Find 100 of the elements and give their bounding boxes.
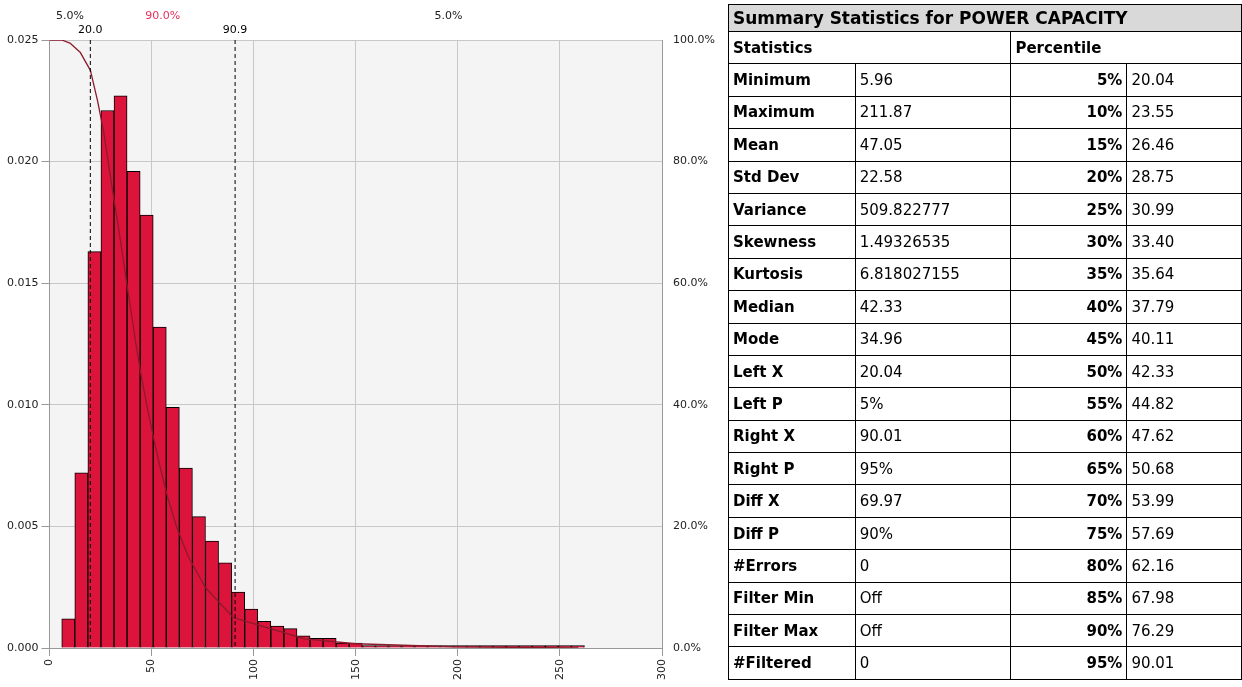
y2-tick-label: 80.0% [673,154,709,168]
text: 47.05 [855,128,1011,162]
text: 40% [1010,290,1127,324]
text: Std Dev [728,161,856,194]
text: Variance [728,193,856,226]
text: 15% [1010,128,1127,162]
text: 80% [1010,549,1127,583]
text: 76.29 [1126,614,1242,647]
text: 95% [855,452,1011,485]
text: Right P [728,452,856,485]
text: 40.11 [1126,323,1242,356]
text: 20.04 [855,355,1011,388]
y2-tick-label: 20.0% [673,519,709,533]
text: 25% [1010,193,1127,226]
text: 45% [1010,323,1127,356]
y-tick-label: 0.005 [6,519,39,533]
text: 6.818027155 [855,258,1011,291]
text: 70% [1010,484,1127,518]
text: Mode [728,323,856,356]
text: 211.87 [855,96,1011,129]
text: Mean [728,128,856,162]
text: 67.98 [1126,582,1242,615]
text: 26.46 [1126,128,1242,162]
text: 90% [1010,614,1127,647]
y2-tick-label: 0.0% [673,640,702,654]
text: 5.96 [855,63,1011,97]
text: 42.33 [1126,355,1242,388]
text: 95% [1010,646,1127,680]
text: #Errors [728,549,856,583]
text: 5% [855,387,1011,421]
x-tick-label: 100 [246,659,260,680]
x-tick-label: 150 [348,659,362,680]
y2-tick-label: 100.0% [673,32,716,46]
text: 22.58 [855,161,1011,194]
y2-tick-label: 40.0% [673,397,709,411]
text: 10% [1010,96,1127,129]
text: 57.69 [1126,517,1242,550]
text: Left X [728,355,856,388]
text: 55% [1010,387,1127,421]
text: 34.96 [855,323,1011,356]
text: 44.82 [1126,387,1242,421]
text: 23.55 [1126,96,1242,129]
text: 53.99 [1126,484,1242,518]
text: 50% [1010,355,1127,388]
text: 33.40 [1126,225,1242,259]
text: 90.0% [145,9,181,23]
text: 0 [855,549,1011,583]
text: Maximum [728,96,856,129]
text: 69.97 [855,484,1011,518]
y-tick-label: 0.010 [6,397,39,411]
text: 62.16 [1126,549,1242,583]
text: 35% [1010,258,1127,291]
text: 5.0% [434,9,463,23]
x-tick-label: 0 [42,659,56,666]
ref-line-label: 20.0 [78,23,103,37]
text: Kurtosis [728,258,856,291]
text: 42.33 [855,290,1011,324]
text: 65% [1010,452,1127,485]
text: Statistics [728,31,1011,64]
text: 35.64 [1126,258,1242,291]
text: #Filtered [728,646,856,680]
y-tick-label: 0.025 [6,32,39,46]
text: 30% [1010,225,1127,259]
text: Median [728,290,856,324]
text: 50.68 [1126,452,1242,485]
text: Off [855,582,1011,615]
text: Filter Min [728,582,856,615]
text: Diff P [728,517,856,550]
text: 75% [1010,517,1127,550]
text: Filter Max [728,614,856,647]
text: Skewness [728,225,856,259]
text: 90.01 [855,420,1011,453]
text: Diff X [728,484,856,518]
text: 47.62 [1126,420,1242,453]
text: 90% [855,517,1011,550]
text: 20.04 [1126,63,1242,97]
text: 60% [1010,420,1127,453]
text: 28.75 [1126,161,1242,194]
y2-tick-label: 60.0% [673,276,709,290]
text: 90.01 [1126,646,1242,680]
text: 85% [1010,582,1127,615]
text: 30.99 [1126,193,1242,226]
text: 5% [1010,63,1127,97]
text: 37.79 [1126,290,1242,324]
text: Left P [728,387,856,421]
text: Percentile [1010,31,1242,64]
text: 509.822777 [855,193,1011,226]
y-tick-label: 0.020 [6,154,39,168]
text: Minimum [728,63,856,97]
y-tick-label: 0.000 [6,640,39,654]
x-tick-label: 200 [450,659,464,680]
text: 5.0% [55,9,84,23]
y-tick-label: 0.015 [6,276,39,290]
ref-line-label: 90.9 [222,23,248,37]
x-tick-label: 300 [654,659,668,680]
text: Summary Statistics for POWER CAPACITY [728,4,1242,32]
text: 20% [1010,161,1127,194]
text: Right X [728,420,856,453]
text: Off [855,614,1011,647]
x-tick-label: 250 [552,659,566,680]
